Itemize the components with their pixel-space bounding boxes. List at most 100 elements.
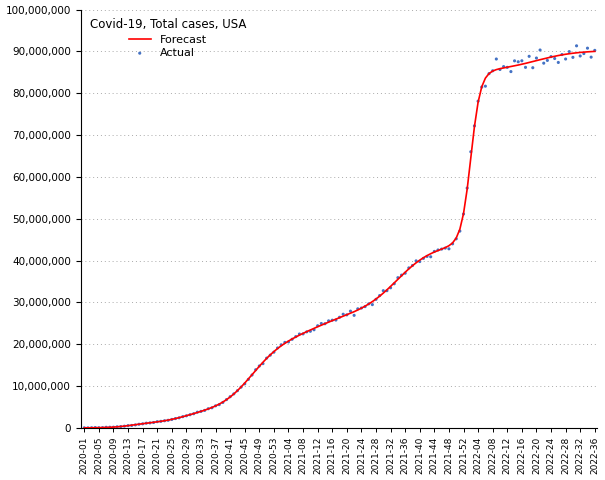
Forecast	[84, 425, 91, 431]
Actual	[266, 351, 275, 359]
Actual	[185, 411, 195, 419]
Actual	[546, 53, 556, 60]
Actual	[557, 51, 567, 59]
Actual	[419, 254, 428, 262]
Actual	[324, 317, 333, 324]
Actual	[473, 97, 483, 105]
Forecast	[566, 51, 573, 57]
Actual	[221, 396, 231, 403]
Actual	[83, 424, 93, 432]
Actual	[469, 122, 479, 130]
Actual	[302, 328, 312, 336]
Actual	[349, 312, 359, 319]
Actual	[561, 55, 571, 63]
Actual	[415, 258, 425, 265]
Actual	[276, 341, 286, 348]
Actual	[390, 280, 399, 288]
Actual	[430, 248, 439, 255]
Actual	[426, 253, 436, 261]
Actual	[367, 301, 377, 309]
Actual	[448, 240, 457, 248]
Actual	[353, 305, 362, 312]
Actual	[371, 296, 381, 303]
Actual	[87, 424, 96, 432]
Actual	[214, 401, 224, 408]
Actual	[579, 50, 589, 58]
Actual	[138, 420, 148, 428]
Actual	[488, 67, 497, 74]
Actual	[477, 83, 486, 91]
Actual	[462, 184, 472, 192]
Forecast	[249, 372, 256, 378]
Actual	[90, 424, 100, 432]
Actual	[356, 304, 366, 312]
Actual	[502, 63, 512, 71]
Actual	[422, 252, 432, 260]
Actual	[113, 423, 122, 431]
Actual	[459, 210, 468, 218]
Actual	[284, 338, 293, 346]
Actual	[572, 42, 581, 49]
Actual	[171, 415, 180, 422]
Actual	[105, 423, 115, 431]
Actual	[160, 417, 169, 425]
Actual	[182, 412, 191, 420]
Actual	[236, 384, 246, 391]
Actual	[145, 419, 155, 427]
Actual	[535, 46, 545, 54]
Actual	[152, 418, 162, 425]
Actual	[174, 414, 184, 421]
Actual	[156, 418, 166, 425]
Actual	[375, 292, 385, 300]
Actual	[404, 264, 414, 272]
Actual	[590, 47, 600, 54]
Actual	[514, 58, 523, 66]
Actual	[532, 54, 541, 62]
Forecast	[110, 424, 117, 430]
Actual	[437, 245, 446, 253]
Actual	[207, 404, 217, 412]
Actual	[360, 303, 370, 311]
Actual	[287, 336, 297, 343]
Actual	[316, 320, 326, 327]
Actual	[451, 235, 461, 243]
Actual	[244, 375, 253, 383]
Actual	[568, 53, 578, 61]
Actual	[539, 60, 549, 67]
Actual	[382, 287, 392, 295]
Actual	[444, 245, 454, 252]
Actual	[331, 316, 341, 324]
Actual	[178, 413, 188, 420]
Actual	[543, 57, 552, 64]
Actual	[364, 300, 373, 308]
Actual	[554, 59, 563, 66]
Actual	[273, 344, 283, 352]
Actual	[379, 287, 388, 295]
Actual	[163, 417, 173, 424]
Actual	[225, 393, 235, 400]
Actual	[97, 424, 107, 432]
Actual	[149, 419, 159, 426]
Forecast	[80, 425, 88, 431]
Actual	[491, 55, 501, 63]
Actual	[196, 408, 206, 415]
Actual	[211, 402, 220, 409]
Actual	[320, 320, 330, 327]
Actual	[484, 70, 494, 77]
Actual	[269, 348, 279, 356]
Actual	[455, 227, 465, 235]
Actual	[262, 354, 272, 362]
Actual	[313, 322, 322, 330]
Actual	[550, 55, 560, 62]
Actual	[525, 52, 534, 60]
Actual	[338, 311, 348, 318]
Actual	[342, 311, 352, 319]
Actual	[116, 423, 126, 431]
Actual	[200, 407, 209, 414]
Actual	[280, 338, 290, 346]
Line: Forecast: Forecast	[84, 51, 595, 428]
Actual	[251, 366, 261, 373]
Actual	[440, 244, 450, 252]
Actual	[298, 330, 308, 338]
Actual	[123, 422, 133, 430]
